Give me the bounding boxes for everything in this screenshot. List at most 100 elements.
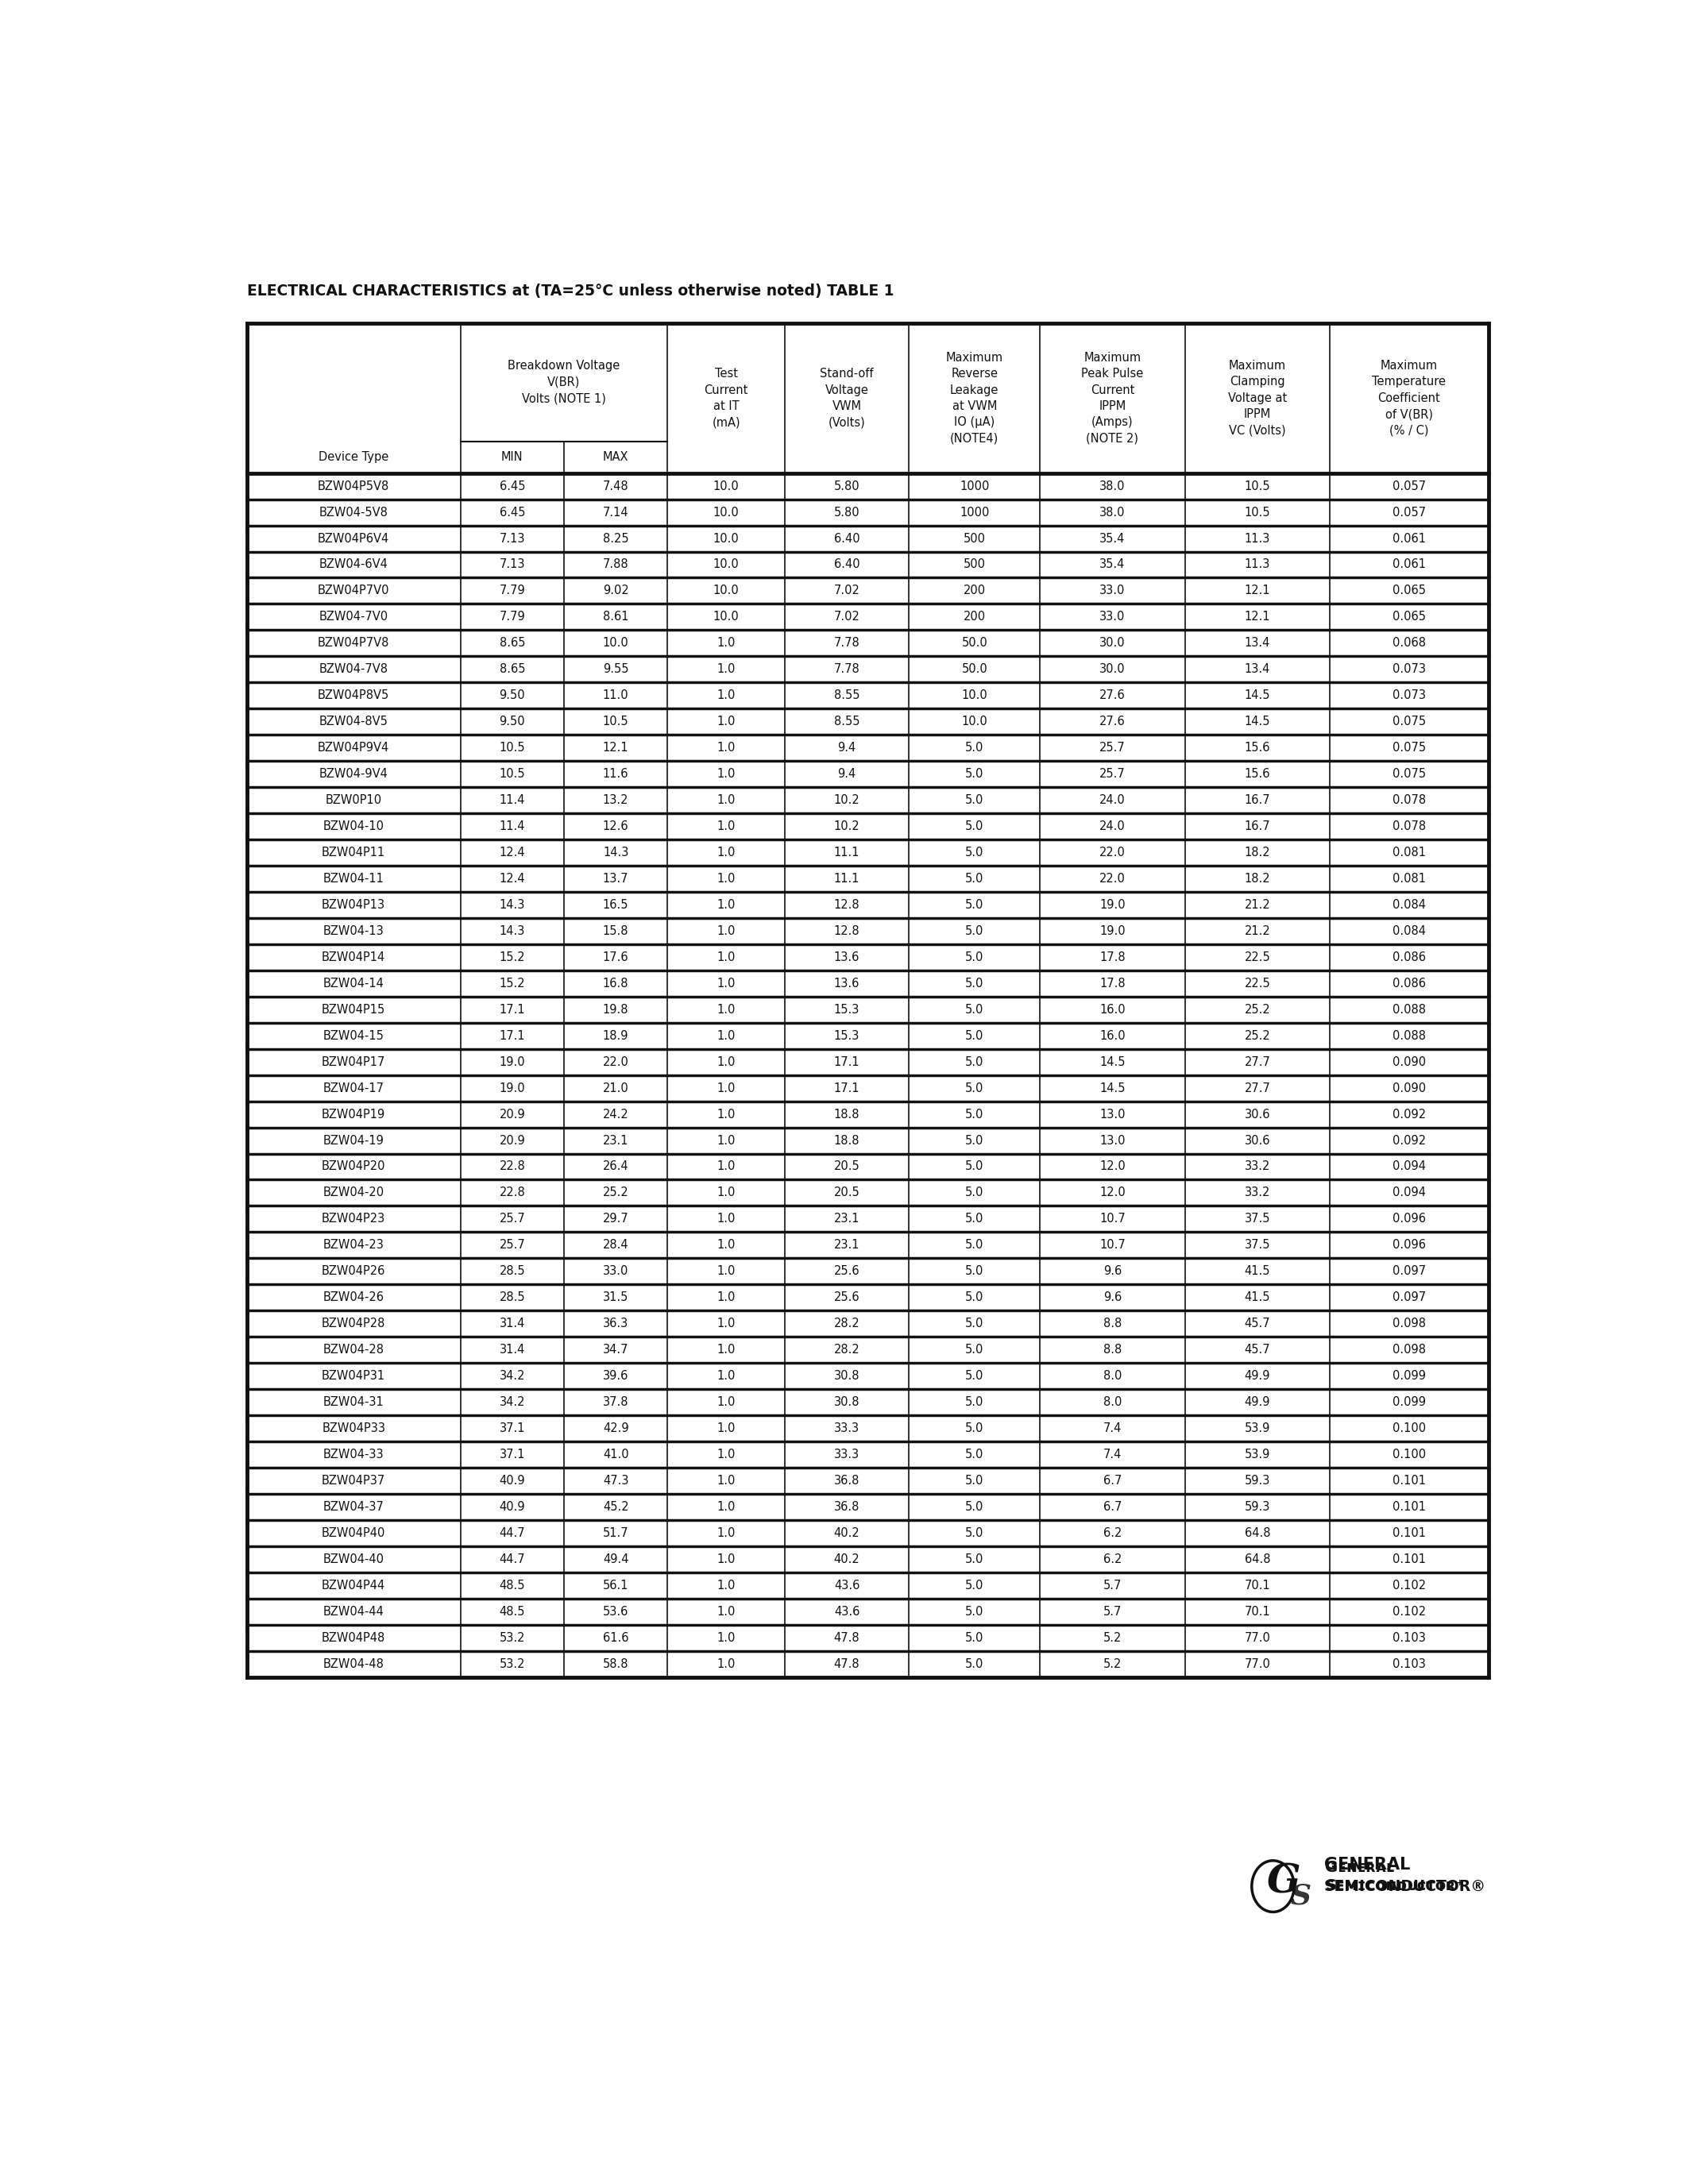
Text: BZW04P20: BZW04P20 bbox=[322, 1160, 385, 1173]
Text: 5.0: 5.0 bbox=[966, 847, 984, 858]
Text: 43.6: 43.6 bbox=[834, 1605, 859, 1618]
Text: BZW04P9V4: BZW04P9V4 bbox=[317, 743, 390, 753]
Text: 16.0: 16.0 bbox=[1099, 1005, 1126, 1016]
Text: 9.55: 9.55 bbox=[603, 664, 628, 675]
Text: BZW04-23: BZW04-23 bbox=[322, 1238, 385, 1251]
Text: 12.8: 12.8 bbox=[834, 900, 859, 911]
Text: 8.8: 8.8 bbox=[1104, 1317, 1123, 1330]
Text: 6.45: 6.45 bbox=[500, 480, 525, 491]
Text: 40.2: 40.2 bbox=[834, 1527, 859, 1540]
Text: 40.9: 40.9 bbox=[500, 1474, 525, 1487]
Text: 5.2: 5.2 bbox=[1104, 1658, 1123, 1671]
Text: 25.6: 25.6 bbox=[834, 1291, 859, 1304]
Text: 1.0: 1.0 bbox=[717, 926, 736, 937]
Text: 5.0: 5.0 bbox=[966, 900, 984, 911]
Text: 0.101: 0.101 bbox=[1393, 1500, 1426, 1514]
Text: 50.0: 50.0 bbox=[962, 664, 987, 675]
Text: 39.6: 39.6 bbox=[603, 1369, 628, 1382]
Text: 9.6: 9.6 bbox=[1104, 1291, 1123, 1304]
Text: BZW04P19: BZW04P19 bbox=[322, 1107, 385, 1120]
Text: 14.5: 14.5 bbox=[1099, 1081, 1126, 1094]
Text: 1.0: 1.0 bbox=[717, 638, 736, 649]
Text: BZW04P28: BZW04P28 bbox=[322, 1317, 385, 1330]
Text: 5.7: 5.7 bbox=[1104, 1605, 1123, 1618]
Text: 70.1: 70.1 bbox=[1244, 1605, 1271, 1618]
Text: 49.9: 49.9 bbox=[1244, 1396, 1271, 1409]
Text: 10.0: 10.0 bbox=[712, 559, 739, 570]
Text: 28.4: 28.4 bbox=[603, 1238, 628, 1251]
Text: 18.8: 18.8 bbox=[834, 1107, 859, 1120]
Text: 1000: 1000 bbox=[960, 480, 989, 491]
Text: 0.088: 0.088 bbox=[1393, 1031, 1426, 1042]
Text: BZW04P17: BZW04P17 bbox=[322, 1057, 385, 1068]
Text: 16.7: 16.7 bbox=[1244, 821, 1271, 832]
Text: 33.0: 33.0 bbox=[1099, 585, 1126, 596]
Text: 33.2: 33.2 bbox=[1244, 1160, 1269, 1173]
Text: 18.2: 18.2 bbox=[1244, 847, 1271, 858]
Text: 0.078: 0.078 bbox=[1393, 795, 1426, 806]
Text: 27.7: 27.7 bbox=[1244, 1081, 1271, 1094]
Text: 23.1: 23.1 bbox=[603, 1133, 628, 1147]
Text: 6.2: 6.2 bbox=[1104, 1553, 1123, 1566]
Text: 0.100: 0.100 bbox=[1393, 1448, 1426, 1461]
Text: 5.0: 5.0 bbox=[966, 874, 984, 885]
Text: 8.55: 8.55 bbox=[834, 690, 859, 701]
Text: 47.8: 47.8 bbox=[834, 1658, 859, 1671]
Text: 5.0: 5.0 bbox=[966, 1553, 984, 1566]
Text: G: G bbox=[1266, 1863, 1300, 1902]
Text: 200: 200 bbox=[964, 585, 986, 596]
Text: 10.7: 10.7 bbox=[1099, 1212, 1126, 1225]
Text: Breakdown Voltage
V(BR)
Volts (NOTE 1): Breakdown Voltage V(BR) Volts (NOTE 1) bbox=[508, 360, 619, 404]
Text: 9.4: 9.4 bbox=[837, 743, 856, 753]
Text: 20.5: 20.5 bbox=[834, 1186, 859, 1199]
Text: 5.0: 5.0 bbox=[966, 1107, 984, 1120]
Text: 5.0: 5.0 bbox=[966, 1631, 984, 1645]
Text: 0.078: 0.078 bbox=[1393, 821, 1426, 832]
Text: 0.092: 0.092 bbox=[1393, 1107, 1426, 1120]
Text: 11.3: 11.3 bbox=[1244, 559, 1269, 570]
Text: 5.0: 5.0 bbox=[966, 1658, 984, 1671]
Text: 25.2: 25.2 bbox=[1244, 1031, 1271, 1042]
Text: 10.0: 10.0 bbox=[712, 533, 739, 544]
Text: 35.4: 35.4 bbox=[1099, 559, 1126, 570]
Text: 10.5: 10.5 bbox=[1244, 480, 1271, 491]
Text: 25.2: 25.2 bbox=[603, 1186, 628, 1199]
Text: 8.55: 8.55 bbox=[834, 716, 859, 727]
Text: 27.6: 27.6 bbox=[1099, 716, 1126, 727]
Text: 12.0: 12.0 bbox=[1099, 1160, 1126, 1173]
Text: 1.0: 1.0 bbox=[717, 1658, 736, 1671]
Text: 25.6: 25.6 bbox=[834, 1265, 859, 1278]
Text: 1.0: 1.0 bbox=[717, 1005, 736, 1016]
Text: 19.0: 19.0 bbox=[1099, 900, 1126, 911]
Text: 6.40: 6.40 bbox=[834, 559, 859, 570]
Text: BZW04P11: BZW04P11 bbox=[322, 847, 385, 858]
Text: 19.0: 19.0 bbox=[500, 1081, 525, 1094]
Text: 40.9: 40.9 bbox=[500, 1500, 525, 1514]
Text: 10.0: 10.0 bbox=[712, 612, 739, 622]
Text: 1.0: 1.0 bbox=[717, 1031, 736, 1042]
Text: 7.78: 7.78 bbox=[834, 664, 859, 675]
Text: 10.2: 10.2 bbox=[834, 821, 859, 832]
Text: BZW04-14: BZW04-14 bbox=[322, 978, 385, 989]
Text: 1.0: 1.0 bbox=[717, 743, 736, 753]
Text: 12.4: 12.4 bbox=[500, 874, 525, 885]
Text: 49.9: 49.9 bbox=[1244, 1369, 1271, 1382]
Text: 7.13: 7.13 bbox=[500, 533, 525, 544]
Text: BZW04-44: BZW04-44 bbox=[322, 1605, 385, 1618]
Text: 10.7: 10.7 bbox=[1099, 1238, 1126, 1251]
Text: BZW04P6V4: BZW04P6V4 bbox=[317, 533, 390, 544]
Text: 5.0: 5.0 bbox=[966, 1317, 984, 1330]
Text: 5.0: 5.0 bbox=[966, 821, 984, 832]
Text: 30.0: 30.0 bbox=[1099, 664, 1126, 675]
Text: 0.075: 0.075 bbox=[1393, 769, 1426, 780]
Text: 40.2: 40.2 bbox=[834, 1553, 859, 1566]
Text: 0.098: 0.098 bbox=[1393, 1317, 1426, 1330]
Text: Stand-off
Voltage
VWM
(Volts): Stand-off Voltage VWM (Volts) bbox=[820, 367, 874, 428]
Text: 34.2: 34.2 bbox=[500, 1396, 525, 1409]
Text: 7.4: 7.4 bbox=[1104, 1422, 1123, 1435]
Text: 1.0: 1.0 bbox=[717, 1579, 736, 1592]
Text: 16.5: 16.5 bbox=[603, 900, 628, 911]
Text: 45.7: 45.7 bbox=[1244, 1317, 1271, 1330]
Text: 18.9: 18.9 bbox=[603, 1031, 628, 1042]
Text: BZW04-6V4: BZW04-6V4 bbox=[319, 559, 388, 570]
